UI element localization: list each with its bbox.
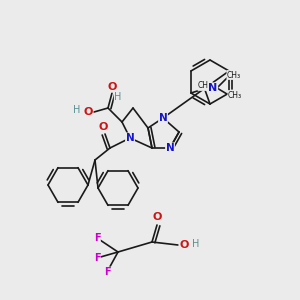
Text: CH₃: CH₃ [227, 70, 241, 80]
Text: O: O [98, 122, 108, 132]
Text: O: O [152, 212, 162, 222]
Text: H: H [73, 105, 81, 115]
Text: N: N [126, 133, 134, 143]
Text: O: O [179, 240, 189, 250]
Text: CH₃: CH₃ [198, 82, 212, 91]
Text: N: N [208, 83, 218, 93]
Text: H: H [114, 92, 122, 102]
Text: N: N [159, 113, 167, 123]
Text: O: O [107, 82, 117, 92]
Text: O: O [83, 107, 93, 117]
Text: F: F [94, 233, 100, 243]
Text: H: H [192, 239, 200, 249]
Text: F: F [94, 253, 100, 263]
Text: F: F [104, 267, 110, 277]
Text: CH₃: CH₃ [228, 91, 242, 100]
Text: N: N [166, 143, 174, 153]
